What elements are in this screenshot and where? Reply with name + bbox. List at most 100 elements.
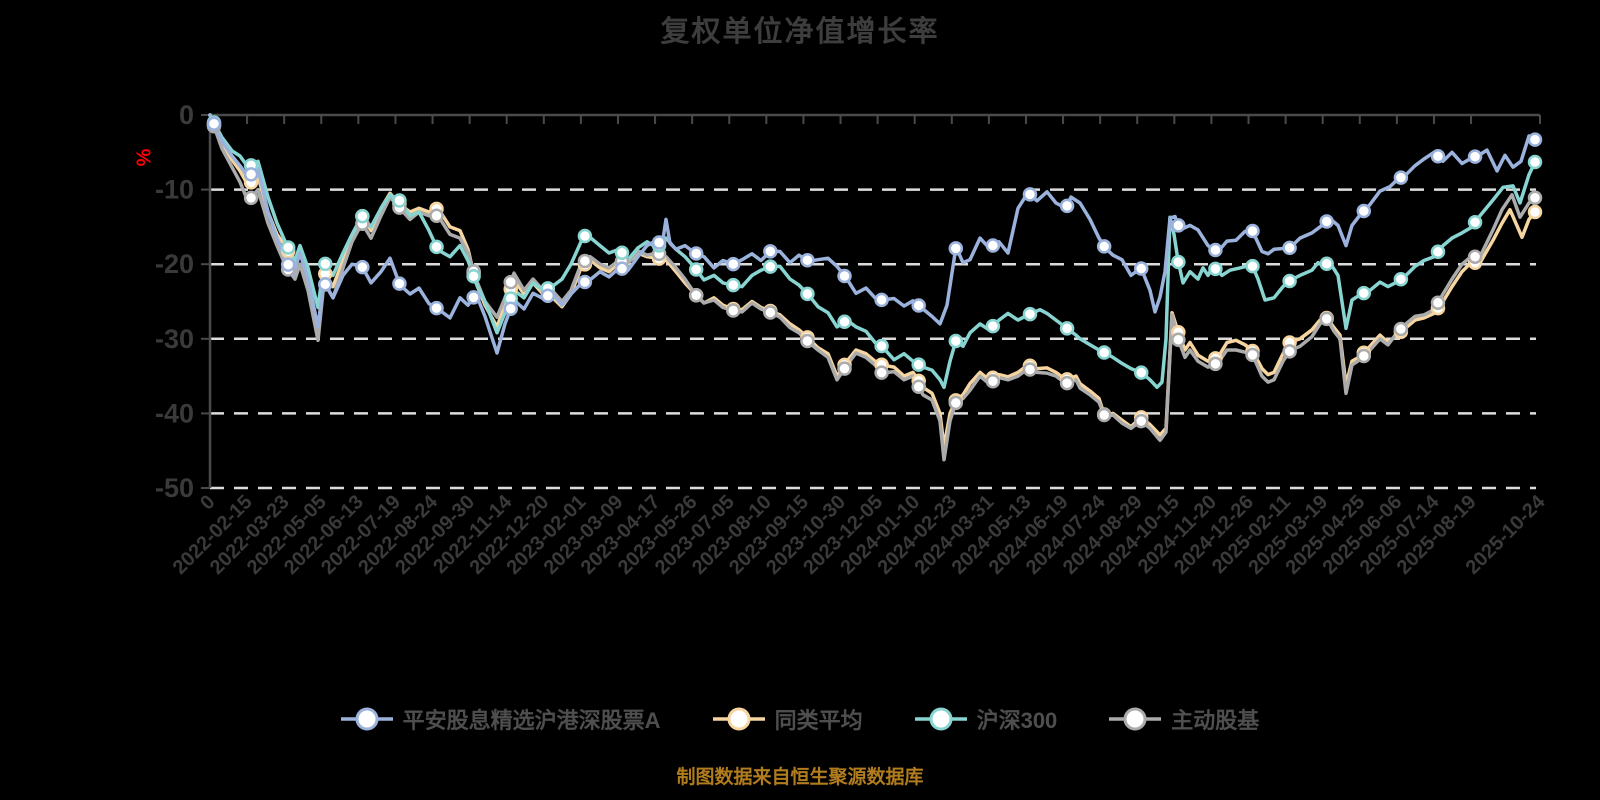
data-point-marker: [1430, 295, 1446, 311]
y-tick-label: 0: [179, 100, 194, 130]
data-point-marker: [1393, 271, 1409, 287]
data-point-marker: [1430, 148, 1446, 164]
data-point-marker: [726, 303, 741, 318]
data-point-marker: [800, 286, 815, 302]
data-point-marker: [1022, 187, 1038, 202]
data-point-marker: [392, 276, 407, 291]
data-point-marker: [1096, 239, 1112, 254]
data-point-marker: [577, 228, 593, 244]
data-point-marker: [1393, 170, 1409, 185]
data-point-marker: [726, 256, 741, 272]
data-point-marker: [1467, 249, 1483, 264]
data-point-marker: [429, 208, 444, 223]
data-point-marker: [763, 259, 778, 274]
data-point-marker: [1245, 258, 1260, 274]
data-point-marker: [1134, 413, 1149, 429]
data-point-marker: [837, 314, 852, 330]
data-point-marker: [948, 395, 964, 411]
legend-marker-icon: [712, 707, 765, 731]
legend-marker-icon: [1109, 707, 1162, 731]
data-point-marker: [1282, 344, 1297, 359]
legend-item-4[interactable]: 主动股基: [1109, 703, 1259, 735]
data-point-marker: [1059, 321, 1075, 336]
data-point-marker: [280, 257, 296, 272]
data-point-marker: [985, 238, 1001, 253]
data-point-marker: [429, 300, 444, 316]
data-point-marker: [1393, 321, 1409, 337]
data-point-marker: [911, 357, 926, 372]
data-point-marker: [1356, 203, 1372, 219]
data-point-marker: [1096, 407, 1112, 423]
data-point-marker: [1171, 332, 1186, 347]
data-point-marker: [763, 305, 778, 320]
legend-item-3[interactable]: 沪深300: [914, 703, 1057, 735]
series-line-3[interactable]: [208, 113, 1537, 390]
data-point-marker: [763, 244, 778, 259]
data-point-marker: [1059, 375, 1075, 391]
data-point-marker: [614, 261, 630, 276]
y-tick-label: -40: [155, 398, 194, 428]
series-line-4[interactable]: [208, 113, 1537, 462]
data-point-marker: [503, 301, 518, 316]
series-line-2[interactable]: [208, 113, 1537, 449]
data-point-marker: [1467, 215, 1483, 230]
data-point-marker: [243, 190, 259, 206]
y-tick-label: -50: [155, 473, 194, 503]
data-point-marker: [837, 361, 852, 376]
data-point-marker: [1356, 348, 1372, 364]
data-point-marker: [1467, 149, 1483, 164]
series-line-1[interactable]: [208, 113, 1537, 355]
data-point-marker: [1059, 198, 1075, 214]
data-point-marker: [1527, 154, 1543, 170]
data-point-marker: [1282, 240, 1297, 256]
data-point-marker: [1134, 261, 1149, 276]
data-point-marker: [577, 253, 593, 269]
data-point-marker: [206, 116, 222, 131]
data-point-marker: [1096, 345, 1112, 360]
data-point-marker: [1319, 256, 1334, 272]
legend-item-2[interactable]: 同类平均: [712, 703, 863, 735]
data-point-marker: [1208, 242, 1223, 258]
data-point-marker: [651, 235, 667, 250]
chart-title: 复权单位净值增长率: [660, 16, 940, 48]
data-point-marker: [503, 274, 518, 290]
data-point-marker: [318, 256, 333, 272]
data-point-marker: [874, 365, 889, 380]
data-point-marker: [911, 298, 926, 313]
x-tick-label: 0: [196, 491, 219, 514]
data-point-marker: [911, 379, 926, 394]
data-point-marker: [1430, 244, 1446, 260]
data-point-marker: [985, 318, 1001, 334]
data-point-marker: [985, 373, 1001, 389]
data-point-marker: [466, 268, 481, 284]
data-point-marker: [466, 290, 481, 305]
data-point-marker: [1245, 223, 1260, 239]
data-point-marker: [355, 259, 370, 275]
data-point-marker: [874, 292, 889, 308]
data-point-marker: [1171, 254, 1186, 270]
legend-label: 平安股息精选沪港深股票A: [402, 708, 661, 733]
data-point-marker: [1319, 311, 1334, 327]
data-point-marker: [800, 333, 815, 349]
legend-marker-icon: [340, 707, 393, 731]
data-point-marker: [1527, 204, 1543, 220]
data-point-marker: [1208, 356, 1223, 372]
data-point-marker: [429, 239, 444, 255]
data-point-marker: [1527, 190, 1543, 206]
legend: 平安股息精选沪港深股票A 同类平均 沪深300 主动股基: [0, 703, 1600, 735]
data-point-marker: [318, 277, 333, 292]
data-point-marker: [577, 274, 593, 290]
data-point-marker: [837, 268, 852, 284]
data-point-marker: [874, 338, 889, 354]
data-point-marker: [1134, 365, 1149, 380]
data-point-marker: [1022, 362, 1038, 377]
data-point-marker: [540, 288, 556, 303]
data-point-marker: [688, 246, 704, 261]
data-point-marker: [688, 287, 704, 303]
data-point-marker: [688, 262, 704, 277]
legend-marker-icon: [914, 707, 967, 731]
legend-item-1[interactable]: 平安股息精选沪港深股票A: [340, 703, 661, 735]
y-tick-label: -10: [155, 175, 194, 205]
